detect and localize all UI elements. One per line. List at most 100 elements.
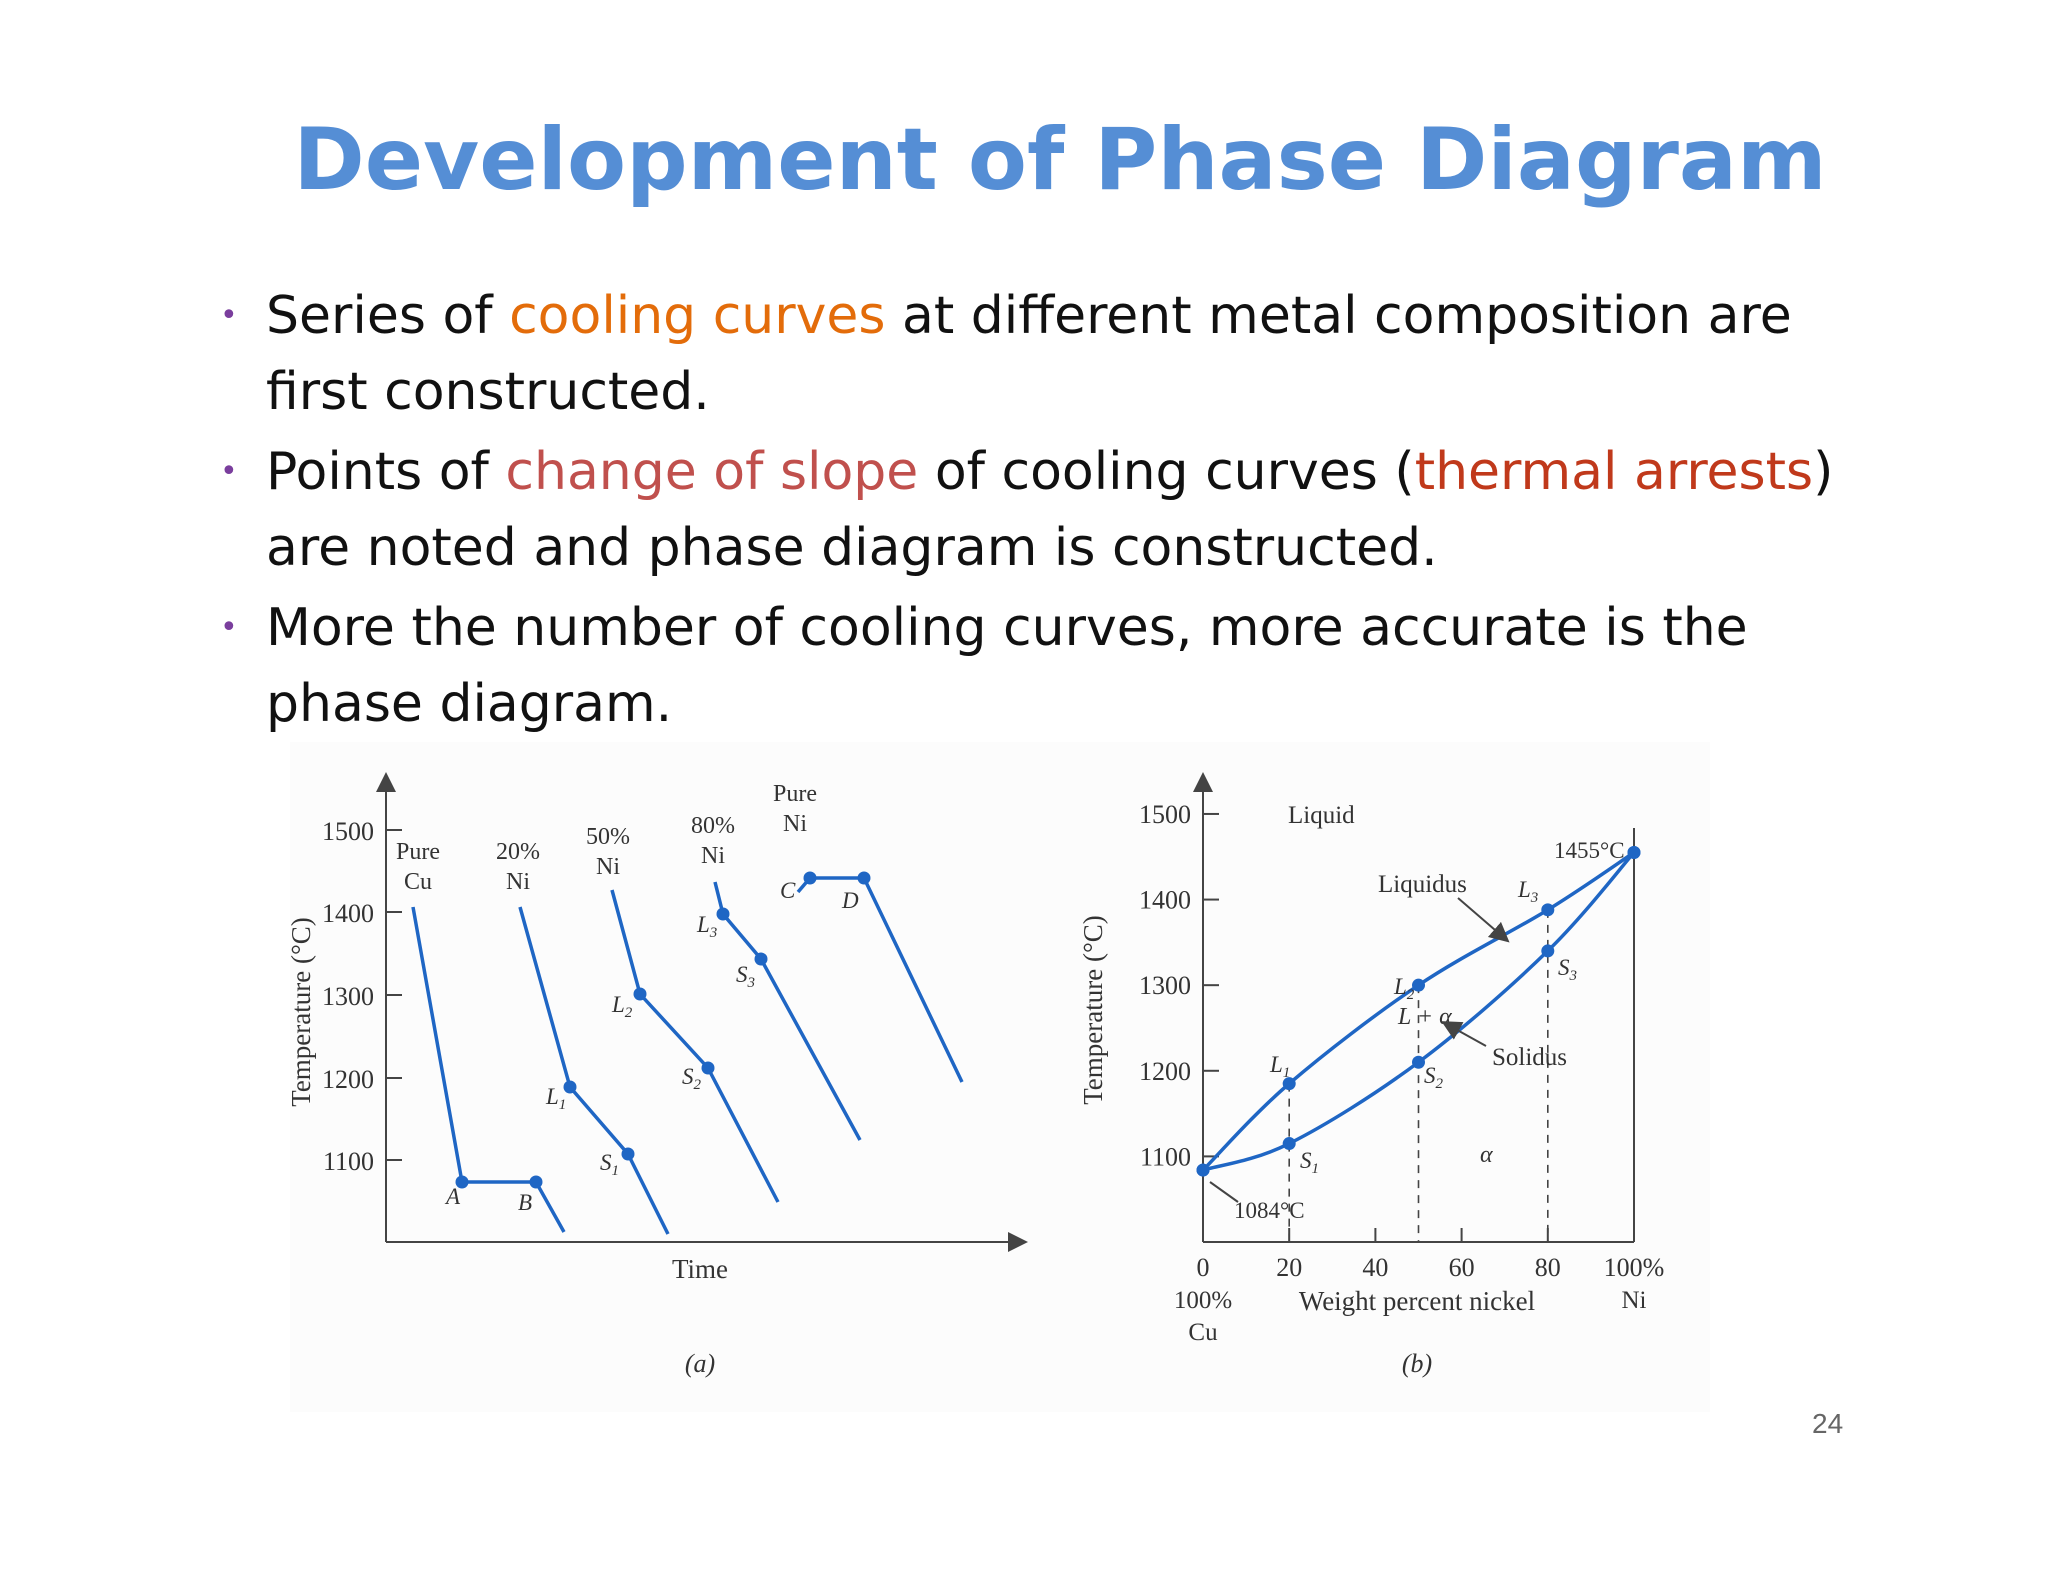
label-s2-main: S xyxy=(682,1064,694,1089)
label-b-l2: L2 xyxy=(1393,974,1415,1003)
label-20ni-1: 20% xyxy=(496,839,540,865)
label-s1-main: S xyxy=(600,1150,612,1175)
tick-label-b-y: 1200 xyxy=(1139,1057,1191,1086)
bullet-2-text-b: of cooling curves ( xyxy=(918,442,1415,502)
label-b-l2-main: L xyxy=(1393,974,1407,999)
axis-a-x-label: Time xyxy=(672,1254,728,1284)
solidus-pointer xyxy=(1441,1021,1487,1047)
right-comp: Ni xyxy=(1622,1287,1647,1314)
solidus-point xyxy=(1412,1055,1425,1069)
cu-melt-pointer xyxy=(1209,1181,1239,1203)
bullet-item-2: • Points of change of slope of cooling c… xyxy=(208,434,1848,586)
liquidus-point xyxy=(1412,978,1425,992)
cooling-curve-80ni xyxy=(713,881,862,1141)
label-b-s2-sub: 2 xyxy=(1436,1076,1444,1092)
label-b-s3: S3 xyxy=(1558,955,1577,984)
region-liquid: Liquid xyxy=(1288,802,1355,829)
label-l1-sub: 1 xyxy=(559,1097,567,1113)
label-s3-main: S xyxy=(736,962,748,987)
label-80ni-2: Ni xyxy=(701,843,725,869)
tick-label-b-x: 100% xyxy=(1604,1253,1665,1282)
label-50ni-1: 50% xyxy=(586,824,630,850)
label-l1-main: L xyxy=(545,1084,559,1109)
tick-label-b-x: 80 xyxy=(1535,1253,1561,1282)
caption-a: (a) xyxy=(685,1349,715,1378)
label-l3-main: L xyxy=(696,912,710,937)
axis-b-y-label: Temperature (°C) xyxy=(1078,915,1108,1105)
label-b-s1-sub: 1 xyxy=(1312,1161,1320,1177)
page-number: 24 xyxy=(1812,1408,1844,1439)
solidus-point xyxy=(1282,1137,1296,1151)
tick-label-b-x: 20 xyxy=(1276,1253,1302,1282)
composition-guides xyxy=(1288,909,1549,1242)
cu-melt-label: 1084°C xyxy=(1234,1198,1305,1223)
label-b-l3-main: L xyxy=(1517,877,1531,902)
tick-label-b-x: 0 xyxy=(1197,1253,1210,1282)
label-d: D xyxy=(841,888,859,913)
label-b-s2: S2 xyxy=(1424,1063,1444,1092)
label-l2-sub: 2 xyxy=(625,1005,633,1021)
label-pure-cu-2: Cu xyxy=(404,869,432,895)
axis-b-x-ticks: 0 20 40 60 80 100% xyxy=(1197,1228,1665,1282)
liquidus-point xyxy=(1541,903,1555,917)
bullet-1-text-b: at different metal composition are first… xyxy=(266,286,1792,422)
label-80ni-1: 80% xyxy=(691,813,735,839)
label-pure-ni-1: Pure xyxy=(773,781,817,807)
solidus-point xyxy=(1627,845,1641,859)
caption-b: (b) xyxy=(1402,1349,1432,1378)
label-b-l3-sub: 3 xyxy=(1530,890,1539,906)
phase-diagram-plot: 1100 1200 1300 1400 1500 0 20 40 60 80 100% Tempe… xyxy=(1078,772,1665,1378)
phase-diagram-figure: 1500 1400 1300 1200 1100 Temperature (°C… xyxy=(290,742,1710,1412)
label-a: A xyxy=(444,1184,461,1209)
label-pure-ni-2: Ni xyxy=(783,811,807,837)
label-b-s3-main: S xyxy=(1558,955,1570,980)
liquidus-pointer xyxy=(1457,897,1510,943)
label-b: B xyxy=(518,1190,532,1215)
point-d xyxy=(857,871,871,885)
label-b-l1: L1 xyxy=(1269,1052,1290,1081)
bullet-list: • Series of cooling curves at different … xyxy=(208,278,1848,746)
cooling-curve-20ni xyxy=(518,906,670,1235)
slide-title: Development of Phase Diagram xyxy=(293,110,1827,210)
cooling-curve-pure-cu xyxy=(411,906,566,1233)
label-s1-sub: 1 xyxy=(612,1163,620,1179)
label-b-s3-sub: 3 xyxy=(1569,968,1578,984)
point-s1 xyxy=(621,1147,635,1161)
tick-label-b-y: 1500 xyxy=(1139,800,1191,829)
label-b-l3: L3 xyxy=(1517,877,1538,906)
axis-a-y-label: Temperature (°C) xyxy=(290,917,316,1107)
label-s2-sub: 2 xyxy=(694,1077,702,1093)
bullet-2-text-c: ) are noted and phase diagram is constru… xyxy=(266,442,1834,578)
label-l2: L2 xyxy=(611,992,633,1021)
cooling-curves-plot: 1500 1400 1300 1200 1100 Temperature (°C… xyxy=(290,772,1028,1378)
cooling-curve-pure-ni xyxy=(796,876,964,1083)
tick-label-a-1300: 1300 xyxy=(322,982,374,1011)
phase-points xyxy=(1196,845,1641,1177)
label-s1: S1 xyxy=(600,1150,619,1179)
point-s2 xyxy=(701,1061,715,1075)
tick-label-a-1200: 1200 xyxy=(322,1065,374,1094)
region-two-phase: L + α xyxy=(1397,1004,1452,1030)
left-comp-2: Cu xyxy=(1188,1319,1218,1346)
highlight-change-of-slope: change of slope xyxy=(505,442,919,502)
axis-a-y-ticks: 1500 1400 1300 1200 1100 xyxy=(322,817,402,1176)
label-b-s1-main: S xyxy=(1300,1148,1312,1173)
highlight-thermal-arrests: thermal arrests xyxy=(1414,442,1814,502)
label-s2: S2 xyxy=(682,1064,702,1093)
label-s3: S3 xyxy=(736,962,755,991)
label-b-s1: S1 xyxy=(1300,1148,1319,1177)
bullet-item-3: • More the number of cooling curves, mor… xyxy=(208,590,1848,742)
bullet-dot-icon: • xyxy=(220,610,238,645)
solidus-label: Solidus xyxy=(1492,1044,1567,1071)
tick-label-b-y: 1300 xyxy=(1139,971,1191,1000)
label-b-l2-sub: 2 xyxy=(1407,987,1415,1003)
bullet-item-1: • Series of cooling curves at different … xyxy=(208,278,1848,430)
bullet-2-text-a: Points of xyxy=(266,442,506,502)
bullet-1-text-a: Series of xyxy=(266,286,510,346)
ni-melt-label: 1455°C xyxy=(1554,838,1625,863)
solidus-point xyxy=(1541,944,1555,958)
bullet-3-text: More the number of cooling curves, more … xyxy=(266,598,1748,734)
point-l2 xyxy=(633,987,647,1001)
label-c: C xyxy=(780,878,796,903)
label-b-l1-main: L xyxy=(1269,1052,1283,1077)
